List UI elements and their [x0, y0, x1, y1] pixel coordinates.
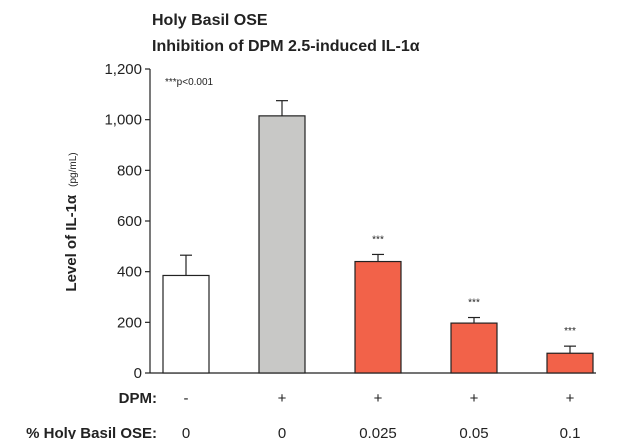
condition-row-label: DPM: [119, 390, 157, 407]
y-tick-label: 0 [134, 365, 142, 382]
y-axis-title: Level of IL-1α (pg/mL) [63, 152, 80, 291]
significance-marker: *** [468, 298, 480, 309]
condition-row-label: % Holy Basil OSE: [26, 425, 157, 439]
condition-value: + [470, 390, 479, 407]
y-tick-label: 400 [117, 264, 142, 281]
bar [354, 260, 402, 374]
y-tick-label: 1,000 [104, 112, 142, 129]
y-tick-label: 600 [117, 213, 142, 230]
significance-marker: *** [564, 326, 576, 337]
condition-value: 0.05 [459, 425, 488, 439]
condition-value: 0.1 [560, 425, 581, 439]
condition-value: - [184, 390, 189, 407]
condition-value: 0.025 [359, 425, 397, 439]
y-axis-unit: (pg/mL) [68, 152, 79, 186]
condition-value: + [278, 390, 287, 407]
bar [450, 322, 498, 374]
svg-text:Level of IL-1α (pg/mL): Level of IL-1α (pg/mL) [63, 152, 80, 291]
chart-title-line-2: Inhibition of DPM 2.5-induced IL-1α [152, 38, 420, 55]
significance-marker: *** [372, 234, 384, 245]
y-axis-label: Level of IL-1α [63, 194, 80, 292]
condition-value: + [374, 390, 383, 407]
plot-area: 0 200 400 600 800 1,000 1,200 *** *** *** DPM: - + + +… [26, 61, 596, 439]
y-tick-label: 200 [117, 314, 142, 331]
chart-title-line-1: Holy Basil OSE [152, 12, 268, 29]
condition-value: 0 [278, 425, 286, 439]
bar [258, 115, 306, 374]
condition-value: 0 [182, 425, 190, 439]
significance-legend: ***p<0.001 [165, 77, 214, 88]
bar [546, 352, 594, 374]
bar [162, 274, 210, 374]
condition-value: + [566, 390, 575, 407]
y-tick-label: 800 [117, 162, 142, 179]
y-tick-label: 1,200 [104, 61, 142, 78]
